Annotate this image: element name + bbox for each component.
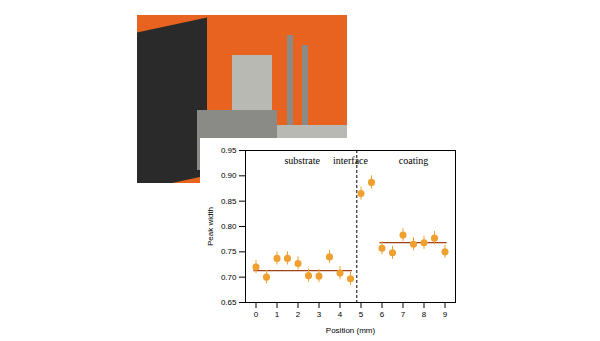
svg-text:3: 3 (317, 310, 322, 319)
svg-text:0.75: 0.75 (221, 247, 237, 256)
svg-text:5: 5 (359, 310, 364, 319)
svg-text:8: 8 (422, 310, 427, 319)
svg-text:coating: coating (399, 155, 428, 166)
svg-text:4: 4 (338, 310, 343, 319)
svg-text:1: 1 (275, 310, 280, 319)
svg-text:substrate: substrate (284, 155, 320, 166)
svg-text:0.90: 0.90 (221, 171, 237, 180)
svg-text:0.95: 0.95 (221, 146, 237, 155)
svg-text:2: 2 (296, 310, 301, 319)
svg-text:7: 7 (401, 310, 406, 319)
svg-text:6: 6 (380, 310, 385, 319)
svg-text:interface: interface (333, 155, 369, 166)
svg-text:0.70: 0.70 (221, 273, 237, 282)
svg-text:0.80: 0.80 (221, 222, 237, 231)
svg-text:0.85: 0.85 (221, 197, 237, 206)
svg-text:0.65: 0.65 (221, 298, 237, 307)
svg-text:Position (mm): Position (mm) (326, 326, 376, 335)
svg-text:0: 0 (254, 310, 259, 319)
svg-text:9: 9 (443, 310, 448, 319)
svg-text:Peak width: Peak width (206, 207, 215, 246)
